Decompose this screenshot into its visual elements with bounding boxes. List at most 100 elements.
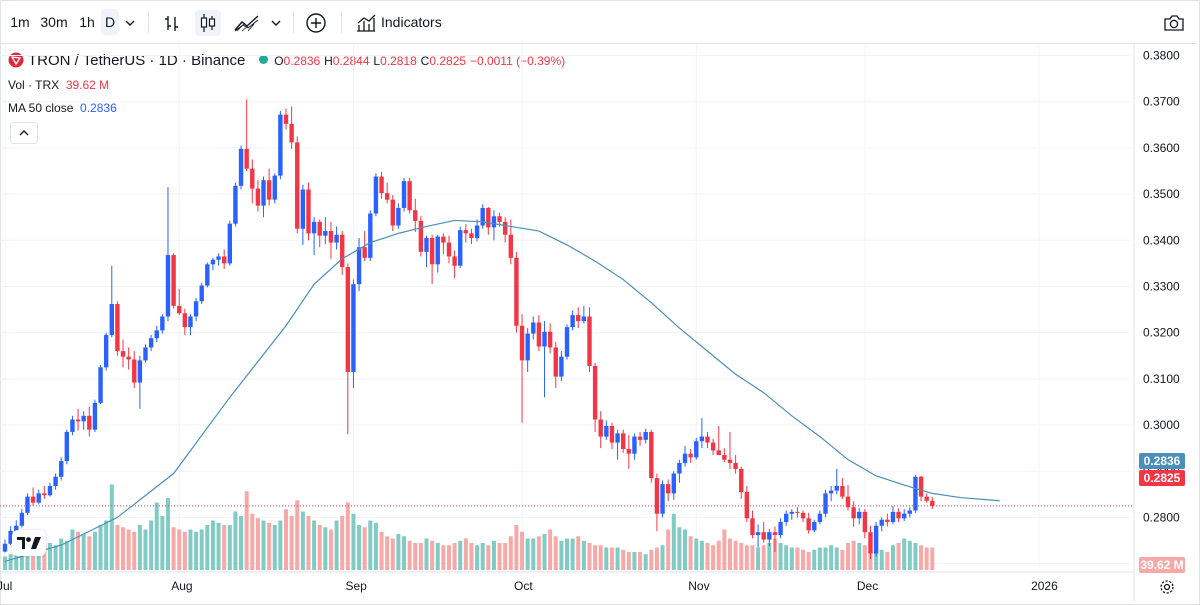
candle-body — [379, 176, 384, 194]
volume-bar — [840, 549, 845, 570]
candle-body — [177, 305, 182, 314]
candle-body — [435, 236, 440, 265]
price-chart[interactable]: 0.3800 0.3700 0.3600 0.3500 0.3400 0.3300 0.32… — [0, 44, 1198, 602]
interval-d-button[interactable]: D — [101, 9, 119, 35]
volume-label[interactable]: Vol · TRX — [8, 78, 60, 92]
volume-bar — [930, 547, 935, 570]
time-axis-label: Oct — [514, 579, 533, 593]
candle-body — [502, 221, 508, 235]
camera-snapshot-icon[interactable] — [1161, 10, 1187, 36]
volume-bar — [295, 500, 300, 570]
candle-body — [238, 148, 244, 186]
price-axis-label: 0.2800 — [1143, 510, 1180, 524]
volume-bar — [823, 547, 828, 570]
volume-bar — [379, 531, 384, 570]
candle-body — [205, 264, 210, 286]
candles-chart-icon[interactable] — [195, 10, 221, 36]
volume-bar — [480, 543, 485, 570]
indicators-button[interactable]: Indicators — [381, 14, 442, 30]
candle-body — [474, 225, 480, 238]
volume-bar — [452, 543, 457, 570]
volume-bar — [716, 540, 721, 570]
last-price-badge: 0.2825 — [1139, 470, 1185, 486]
candle-body — [559, 356, 564, 377]
candle-body — [36, 493, 41, 503]
volume-bar — [430, 540, 435, 570]
volume-bar — [598, 545, 603, 570]
volume-bar — [126, 529, 131, 570]
volume-bar — [874, 547, 879, 570]
interval-dropdown-chevron-icon[interactable] — [119, 10, 141, 36]
volume-bar — [385, 536, 390, 570]
candle-body — [340, 234, 345, 268]
volume-bar — [919, 545, 924, 570]
volume-bar — [373, 522, 378, 570]
price-axis-label: 0.3800 — [1143, 49, 1180, 63]
time-axis-label: Nov — [688, 579, 709, 593]
candle-body — [750, 518, 755, 535]
volume-bar — [76, 531, 81, 570]
volume-bar — [497, 543, 502, 570]
volume-bar — [402, 536, 407, 570]
volume-bar — [525, 538, 530, 570]
interval-1m-button[interactable]: 1m — [10, 14, 30, 30]
volume-bar — [205, 525, 210, 570]
volume-bar — [907, 540, 912, 570]
candle-body — [328, 231, 334, 243]
volume-bar — [59, 538, 64, 570]
chart-type-chevron-icon[interactable] — [265, 10, 287, 36]
time-axis-label: Aug — [171, 579, 192, 593]
price-axis-label: 0.3600 — [1143, 141, 1180, 155]
candle-body — [216, 256, 221, 260]
price-axis-label: 0.3200 — [1143, 326, 1180, 340]
volume-bar — [171, 527, 176, 570]
volume-bar — [862, 545, 867, 570]
candle-body — [182, 313, 188, 328]
volume-bar — [53, 545, 58, 570]
bars-chart-icon[interactable] — [159, 10, 185, 36]
volume-bar — [177, 529, 182, 570]
ma-label[interactable]: MA 50 close — [8, 101, 74, 115]
candle-body — [210, 259, 216, 265]
candle-body — [834, 486, 839, 491]
change-value: −0.0011 (−0.39%) — [469, 54, 566, 68]
volume-bar — [722, 529, 727, 570]
candle-body — [64, 431, 70, 462]
candle-body — [913, 476, 918, 511]
candle-body — [570, 315, 575, 328]
volume-bar — [649, 549, 654, 570]
candle-body — [47, 486, 53, 496]
candle-body — [87, 415, 92, 430]
tradingview-logo[interactable] — [12, 530, 46, 556]
candle-body — [126, 356, 131, 360]
chart-settings-gear-icon[interactable] — [1158, 578, 1176, 596]
interval-30m-button[interactable]: 30m — [40, 14, 68, 30]
candle-body — [317, 221, 322, 236]
ma-value: 0.2836 — [80, 101, 117, 115]
candle-body — [160, 316, 165, 331]
volume-bar — [70, 529, 75, 570]
volume-bar — [435, 543, 440, 570]
candle-body — [564, 327, 570, 357]
area-chart-icon[interactable] — [231, 10, 263, 36]
volume-bar — [47, 543, 52, 570]
candle-body — [154, 330, 159, 339]
indicators-icon[interactable] — [353, 10, 379, 36]
volume-bar — [143, 529, 148, 570]
interval-1h-button[interactable]: 1h — [79, 14, 95, 30]
add-symbol-plus-icon[interactable] — [303, 10, 329, 36]
volume-bar — [699, 540, 704, 570]
candle-body — [396, 207, 401, 226]
volume-bar — [216, 522, 221, 570]
volume-bar — [3, 556, 7, 570]
collapse-legend-button[interactable] — [10, 122, 38, 144]
volume-bar — [345, 502, 350, 570]
volume-bar — [300, 511, 305, 570]
ma-legend-row: MA 50 close 0.2836 — [8, 101, 117, 115]
candle-body — [576, 315, 581, 322]
candle-body — [30, 496, 36, 503]
volume-bar — [278, 520, 283, 570]
candle-body — [458, 230, 463, 266]
symbol-title[interactable]: TRON / TetherUS · 1D · Binance — [28, 52, 246, 69]
volume-bar — [812, 549, 817, 570]
